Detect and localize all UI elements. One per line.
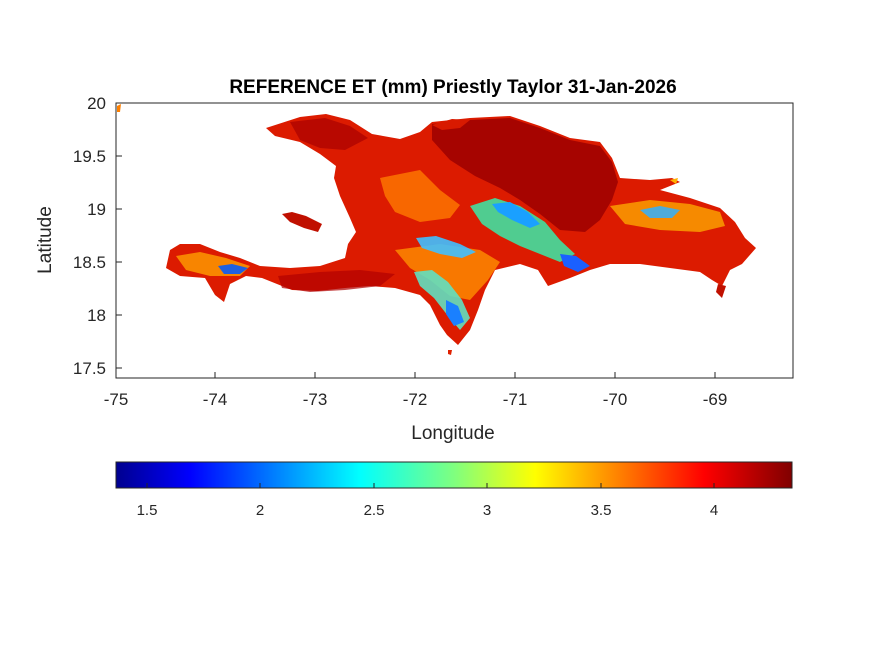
x-tick-label: -70 <box>603 390 628 409</box>
y-tick-label: 20 <box>87 94 106 113</box>
colorbar-tick-label: 4 <box>710 502 718 519</box>
y-axis: 20 19.5 19 18.5 18 17.5 Latitude <box>35 94 122 378</box>
low-et-zone <box>560 254 590 272</box>
x-tick-label: -75 <box>104 390 129 409</box>
high-et-zone <box>278 270 395 292</box>
low-et-zone <box>470 198 575 262</box>
x-axis: -75 -74 -73 -72 -71 -70 -69 Longitude <box>104 372 728 444</box>
islet <box>716 284 726 298</box>
x-tick-label: -74 <box>203 390 228 409</box>
colorbar-tick-label: 3.5 <box>591 502 612 519</box>
colorbar-tick-label: 1.5 <box>137 502 158 519</box>
x-tick-label: -72 <box>403 390 428 409</box>
y-axis-label: Latitude <box>35 206 56 274</box>
colorbar-tick-label: 3 <box>483 502 491 519</box>
tortuga-island <box>432 119 470 130</box>
gonave-island <box>282 212 322 232</box>
islet <box>117 104 121 112</box>
low-et-zone <box>416 236 476 258</box>
y-tick-label: 19 <box>87 200 106 219</box>
colorbar-tick-label: 2 <box>256 502 264 519</box>
y-tick-label: 19.5 <box>73 147 106 166</box>
x-tick-label: -71 <box>503 390 528 409</box>
y-tick-label: 18.5 <box>73 253 106 272</box>
high-et-zone <box>290 118 368 150</box>
low-et-zone <box>640 206 680 218</box>
x-tick-label: -69 <box>703 390 728 409</box>
islet <box>448 350 452 355</box>
high-et-zone <box>432 118 618 232</box>
colorbar-tick-label: 2.5 <box>364 502 385 519</box>
x-tick-label: -73 <box>303 390 328 409</box>
x-axis-label: Longitude <box>411 423 494 444</box>
low-et-zone <box>218 264 248 274</box>
et-raster <box>117 104 756 355</box>
moderate-et-zone <box>395 244 500 300</box>
map-title: REFERENCE ET (mm) Priestly Taylor 31-Jan… <box>229 77 676 98</box>
moderate-et-zone <box>380 170 460 222</box>
y-tick-label: 17.5 <box>73 359 106 378</box>
colorbar-gradient <box>115 461 793 489</box>
low-et-zone <box>492 202 540 228</box>
low-et-zone <box>446 300 464 326</box>
y-tick-label: 18 <box>87 306 106 325</box>
islet <box>670 178 678 184</box>
colorbar: 1.5 2 2.5 3 3.5 4 <box>115 461 793 519</box>
